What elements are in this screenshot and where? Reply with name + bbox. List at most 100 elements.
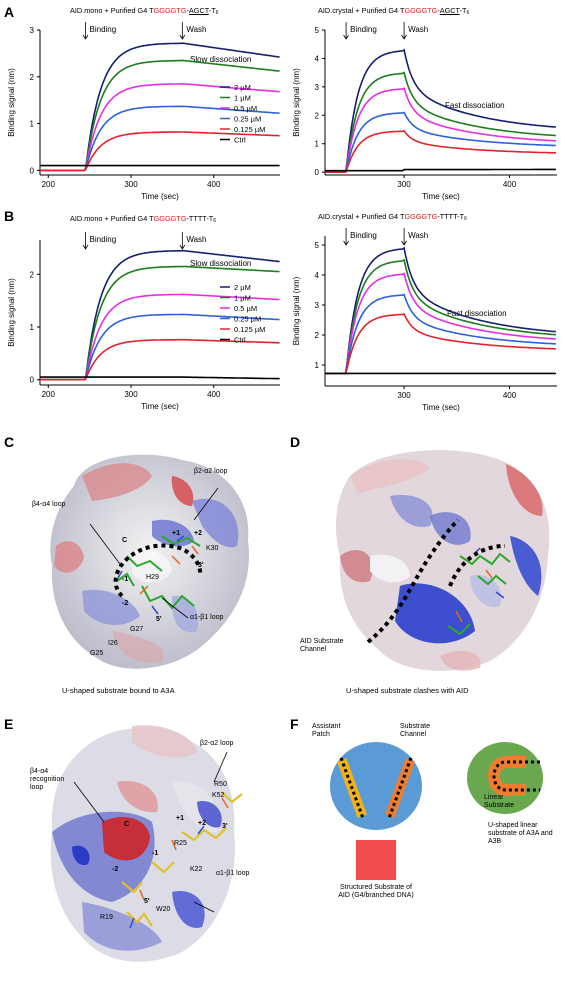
panel-letter-c: C (4, 434, 15, 450)
y-tick-label: 2 (30, 73, 35, 82)
label-b4a4-loop-c: β4-α4 loop (32, 501, 66, 508)
dissociation-label: Fast dissociation (445, 101, 505, 110)
wash-arrow-label: Wash (408, 25, 428, 34)
label-structured-substrate: Structured Substrate of AID (G4/branched… (338, 884, 414, 899)
legend-label: 2 µM (234, 283, 251, 292)
y-axis-label: Binding signal (nm) (7, 68, 16, 137)
series-line-ctrl (325, 168, 556, 172)
label-k22-e: K22 (190, 866, 203, 873)
substrate-model-schematic (330, 742, 543, 880)
x-axis-label: Time (sec) (141, 192, 179, 201)
dissociation-label: Fast dissociation (447, 309, 507, 318)
y-tick-label: 1 (30, 120, 35, 129)
y-tick-label: 5 (315, 26, 320, 35)
label-5prime-c: 5' (156, 616, 162, 623)
aid-surface-structure (335, 450, 550, 671)
binding-arrow-label: Binding (90, 25, 117, 34)
label-a1b1-loop-e: α1-β1 loop (216, 870, 250, 877)
caption-panel-d: U-shaped substrate clashes with AID (346, 686, 469, 695)
aid-circle (330, 742, 422, 830)
x-tick-label: 400 (503, 391, 517, 400)
label-minus1-c: -1 (122, 576, 129, 583)
series-line-0125m (325, 129, 556, 173)
x-axis-label: Time (sec) (141, 402, 179, 411)
panel-letter-d: D (290, 434, 301, 450)
label-r50-e: R50 (214, 781, 227, 788)
label-5prime-e: 5' (144, 898, 150, 905)
wash-arrow-head (179, 244, 186, 250)
label-w20-e: W20 (156, 906, 171, 913)
y-tick-label: 2 (315, 111, 320, 120)
legend-label: 1 µM (234, 294, 251, 303)
y-tick-label: 1 (315, 361, 320, 370)
label-k52-e: K52 (212, 792, 225, 799)
label-g27-c: G27 (130, 626, 144, 633)
label-a1b1-loop-c: α1-β1 loop (190, 614, 224, 621)
wash-arrow-head (179, 34, 186, 40)
x-tick-label: 400 (207, 390, 221, 399)
x-tick-label: 200 (42, 390, 56, 399)
label-plus2-c: +2 (194, 530, 202, 537)
label-minus2-c: -2 (122, 600, 129, 607)
binding-arrow-label: Binding (350, 25, 377, 34)
label-c-terminus-c: C (122, 537, 128, 544)
y-tick-label: 3 (315, 301, 320, 310)
wash-arrow-label: Wash (186, 25, 206, 34)
legend-label: 1 µM (234, 94, 251, 103)
legend-label: 0.25 µM (234, 115, 261, 124)
series-line-2m (325, 48, 556, 173)
label-b2a2-loop-c: β2-α2 loop (194, 468, 228, 475)
a3a-surface-structure (50, 454, 249, 669)
e-surface-structure (50, 725, 243, 962)
label-r25-e: R25 (174, 840, 187, 847)
chart-title-b-right: AID.crystal + Purified G4 TGGGGTG-TTTT-T… (318, 212, 467, 222)
legend-label: 0.5 µM (234, 304, 257, 313)
y-tick-label: 0 (30, 166, 35, 175)
series-line-1m (325, 71, 556, 173)
label-substrate-channel: Substrate Channel (400, 723, 430, 738)
series-line-025m (325, 111, 556, 173)
y-tick-label: 4 (315, 54, 320, 63)
legend-label: Ctrl (234, 136, 246, 145)
label-3prime-e: 3' (222, 823, 228, 830)
structured-substrate-box (356, 840, 396, 880)
caption-panel-c: U-shaped substrate bound to A3A (62, 686, 175, 695)
label-linear-substrate: Linear Substrate (484, 794, 514, 809)
y-tick-label: 5 (315, 241, 320, 250)
binding-chart-a-crystal: 300 400 0 1 2 3 4 5 Time (sec) Binding signal (nm… (292, 22, 557, 201)
label-c-terminus-e: C (124, 821, 130, 828)
binding-arrow-head (82, 244, 89, 250)
x-tick-label: 300 (124, 390, 138, 399)
binding-arrow-head (343, 34, 349, 40)
dissociation-label: Slow dissociation (190, 55, 251, 64)
binding-arrow-label: Binding (90, 235, 117, 244)
series-line-ctrl (40, 376, 280, 380)
binding-chart-b-crystal: 300 400 1 2 3 4 5 Time (sec) Binding signal (nm)… (292, 228, 557, 412)
label-plus1-e: +1 (176, 815, 184, 822)
series-line-2m (325, 246, 557, 375)
panel-letter-a: A (4, 4, 15, 20)
y-axis-label: Binding signal (nm) (7, 278, 16, 347)
series-line-0125m (40, 338, 280, 381)
panel-letter-f: F (290, 716, 299, 732)
binding-arrow-label: Binding (350, 231, 377, 240)
series-line-0125m (40, 131, 280, 172)
y-tick-label: 0 (315, 168, 320, 177)
chart-title-a-right: AID.crystal + Purified G4 TGGGGTG-AGCT-T… (318, 6, 470, 16)
dissociation-label: Slow dissociation (190, 259, 251, 268)
label-minus1-e: -1 (152, 850, 159, 857)
chart-title-b-left: AID.mono + Purified G4 TGGGGTG-TTTT-T6 (70, 214, 217, 224)
wash-arrow-head (401, 34, 407, 40)
series-line-05m (325, 272, 556, 375)
legend-label: 0.5 µM (234, 104, 257, 113)
y-tick-label: 1 (30, 323, 35, 332)
y-axis-label: Binding signal (nm) (292, 276, 301, 345)
x-tick-label: 300 (397, 180, 411, 189)
y-axis-label: Binding signal (nm) (292, 68, 301, 137)
binding-arrow-head (343, 240, 349, 246)
legend-label: 0.125 µM (234, 325, 265, 334)
y-tick-label: 2 (315, 331, 320, 340)
series-line-1m (325, 258, 556, 375)
series-line-05m (325, 87, 556, 173)
label-g25-c: G25 (90, 650, 104, 657)
